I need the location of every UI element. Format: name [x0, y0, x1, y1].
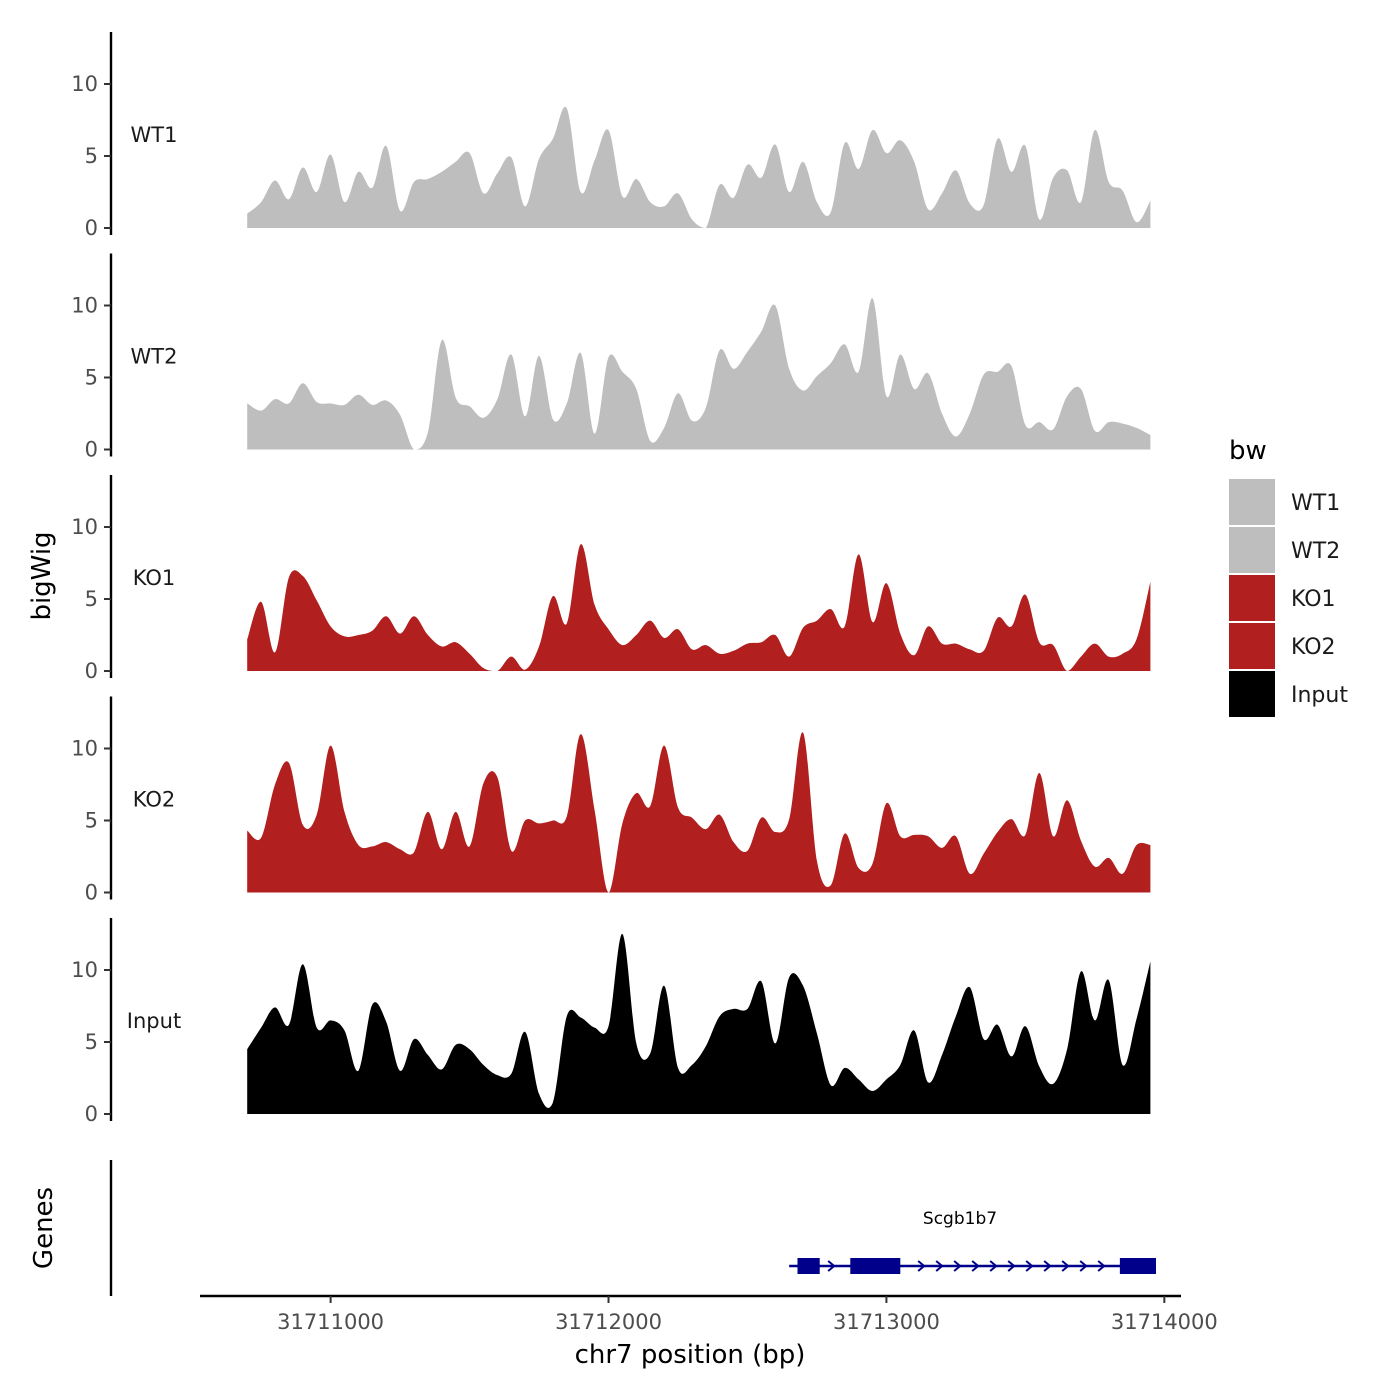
legend-label-input: Input [1291, 683, 1348, 708]
y-tick-label-ko2-10: 10 [71, 737, 98, 761]
gene-strand-arrow [989, 1260, 998, 1272]
gene-name-label: Scgb1b7 [923, 1209, 997, 1229]
gene-exon-2 [850, 1258, 901, 1274]
legend-label-wt1: WT1 [1291, 491, 1340, 516]
x-tick-label-31713000: 31713000 [833, 1310, 940, 1334]
gene-exon-1 [797, 1258, 820, 1274]
y-tick-label-wt2-5: 5 [85, 366, 98, 390]
gene-strand-arrow [1061, 1260, 1070, 1272]
y-tick-label-input-10: 10 [71, 958, 98, 982]
gene-panel: Scgb1b7 Genes [29, 1160, 1156, 1296]
gene-exon-3 [1119, 1258, 1156, 1274]
gene-strand-arrow [1007, 1260, 1016, 1272]
legend-label-ko1: KO1 [1291, 587, 1336, 612]
y-tick-label-input-5: 5 [85, 1030, 98, 1054]
track-ko2: 0 5 10 KO2 [71, 696, 1151, 905]
gene-strand-arrow [971, 1260, 980, 1272]
x-tick-label-31712000: 31712000 [555, 1310, 662, 1334]
legend-label-wt2: WT2 [1291, 539, 1340, 564]
y-tick-label-wt1-5: 5 [85, 144, 98, 168]
coverage-area-ko1 [247, 544, 1151, 671]
track-ko1: 0 5 10 KO1 [71, 475, 1151, 683]
legend-swatch-wt1 [1229, 479, 1275, 525]
gene-strand-arrow [827, 1260, 836, 1272]
gene-strand-arrow [1079, 1260, 1088, 1272]
x-axis-ticks: 31711000 31712000 31713000 31714000 [277, 1296, 1218, 1334]
legend-swatch-wt2 [1229, 527, 1275, 573]
x-axis-title: chr7 position (bp) [575, 1340, 806, 1370]
gene-strand-arrow [1097, 1260, 1106, 1272]
legend-items: WT1 WT2 KO1 KO2 Input [1229, 479, 1348, 717]
y-tick-label-input-0: 0 [85, 1102, 98, 1126]
track-wt1: 0 5 10 WT1 [71, 32, 1151, 240]
y-tick-label-ko1-5: 5 [85, 587, 98, 611]
track-label-ko2: KO2 [133, 788, 176, 812]
gene-model [789, 1258, 1156, 1274]
legend-swatch-ko2 [1229, 623, 1275, 669]
gene-strand-arrow [1025, 1260, 1034, 1272]
x-axis: 31711000 31712000 31713000 31714000 chr7 po… [200, 1294, 1218, 1370]
y-tick-label-ko1-10: 10 [71, 515, 98, 539]
gene-strand-arrow [1043, 1260, 1052, 1272]
coverage-tracks: 0 5 10 WT1 0 5 10 WT2 0 5 10 KO1 0 5 10 KO2 0 5 10 Input [71, 32, 1151, 1126]
track-label-wt2: WT2 [131, 345, 178, 369]
x-tick-label-31711000: 31711000 [277, 1310, 384, 1334]
y-tick-label-ko2-5: 5 [85, 809, 98, 833]
y-tick-label-wt1-10: 10 [71, 72, 98, 96]
y-tick-label-ko1-0: 0 [85, 659, 98, 683]
y-tick-label-ko2-0: 0 [85, 881, 98, 905]
y-axis-title: bigWig [27, 531, 57, 620]
gene-strand-arrow [953, 1260, 962, 1272]
y-tick-label-wt2-10: 10 [71, 294, 98, 318]
y-tick-label-wt1-0: 0 [85, 216, 98, 240]
y-tick-label-wt2-0: 0 [85, 438, 98, 462]
legend-title: bw [1229, 436, 1267, 466]
track-label-ko1: KO1 [133, 566, 176, 590]
gene-strand-arrow [935, 1260, 944, 1272]
track-wt2: 0 5 10 WT2 [71, 253, 1151, 462]
legend: bw WT1 WT2 KO1 KO2 Input [1229, 436, 1348, 717]
genes-axis-title: Genes [29, 1187, 59, 1269]
track-label-input: Input [127, 1009, 181, 1033]
legend-label-ko2: KO2 [1291, 635, 1336, 660]
coverage-area-input [247, 933, 1151, 1114]
coverage-area-wt2 [247, 298, 1151, 450]
coverage-area-wt1 [247, 106, 1151, 228]
track-label-wt1: WT1 [131, 123, 178, 147]
coverage-area-ko2 [247, 732, 1151, 893]
x-tick-label-31714000: 31714000 [1111, 1310, 1218, 1334]
gene-strand-arrow [917, 1260, 926, 1272]
legend-swatch-ko1 [1229, 575, 1275, 621]
track-input: 0 5 10 Input [71, 918, 1151, 1126]
legend-swatch-input [1229, 671, 1275, 717]
